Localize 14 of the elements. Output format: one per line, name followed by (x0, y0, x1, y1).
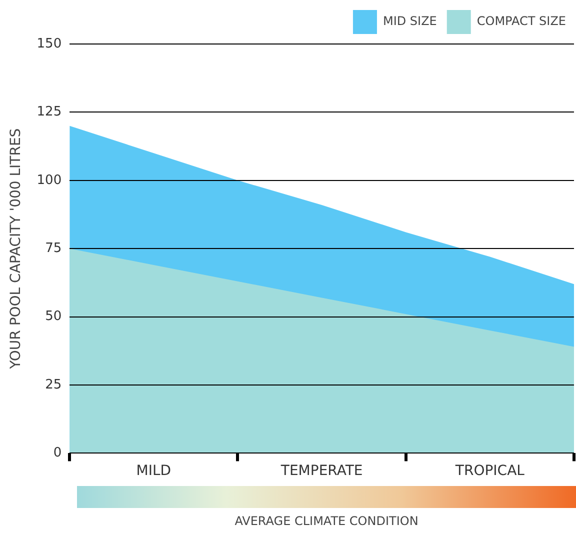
y-tick-label: 50 (45, 309, 62, 324)
y-tick-label: 150 (36, 36, 62, 52)
y-tick-label: 100 (36, 172, 62, 188)
y-axis-title: YOUR POOL CAPACITY '000 LITRES (8, 128, 24, 370)
x-tick-label: MILD (136, 463, 172, 480)
y-tick-label: 0 (53, 446, 62, 461)
legend-label: COMPACT SIZE (476, 14, 566, 28)
x-tick-label: TEMPERATE (280, 463, 363, 480)
x-tick-label: TROPICAL (454, 463, 525, 480)
legend-label: MID SIZE (382, 14, 437, 28)
y-tick-label: 125 (36, 104, 62, 120)
x-axis-title: AVERAGE CLIMATE CONDITION (234, 514, 420, 528)
y-tick-label: 25 (45, 377, 62, 392)
y-tick-label: 75 (45, 240, 62, 256)
